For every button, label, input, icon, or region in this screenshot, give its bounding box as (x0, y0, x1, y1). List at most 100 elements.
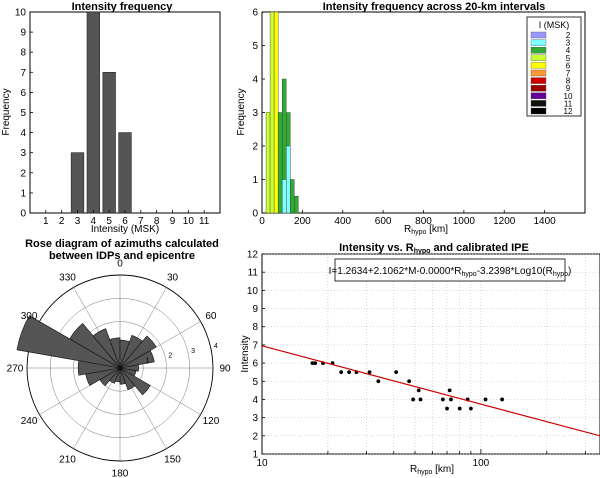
calibrated-ipe-line (261, 345, 600, 437)
p1-xtick-label: 10 (183, 216, 195, 227)
p4-ytick-label: 9 (252, 304, 258, 315)
p2-legend-label: 12 (564, 107, 573, 116)
p2-bar (265, 112, 271, 214)
p4-ytick-label: 8 (252, 322, 258, 333)
p2-xtick-label: 1200 (493, 216, 516, 227)
p1-xtick-label: 2 (59, 216, 65, 227)
p4-data-point (447, 388, 452, 393)
p2-xtick-label: 1000 (453, 216, 476, 227)
rose-sector (92, 328, 121, 369)
rose-sector (119, 335, 157, 369)
p1-title: Intensity frequency (72, 1, 174, 13)
p1-ytick-label: 0 (20, 209, 26, 220)
p2-bar (277, 112, 283, 214)
p1-ytick-label: 3 (20, 148, 26, 159)
p4-data-point (500, 397, 505, 402)
rose-angle-label: 300 (21, 311, 38, 322)
p1-xtick-label: 8 (154, 216, 160, 227)
p2-legend-swatch (530, 107, 547, 115)
p3-title-line2: between IDPs and epicentre (49, 250, 195, 262)
p2-bar (281, 179, 287, 214)
p1-ytick-label: 4 (20, 128, 26, 139)
rose-radial-label: 1 (146, 358, 150, 365)
rose-angle-label: 90 (219, 364, 231, 375)
p4-ytick-label: 4 (252, 395, 258, 406)
p2-legend-label: 9 (566, 84, 571, 93)
p1-xtick-label: 11 (199, 216, 210, 227)
p4-ytick-label: 5 (252, 377, 258, 388)
p2-xtick-label: 1400 (534, 216, 557, 227)
intensity-vs-distance-scatter: Intensity vs. Rhypo and calibrated IPE 1… (240, 242, 600, 476)
p2-legend-label: 5 (566, 54, 571, 63)
p2-legend-swatch (530, 69, 547, 77)
p2-legend-swatch (530, 47, 547, 54)
p4-data-point (483, 397, 488, 402)
p3-title-line1: Rose diagram of azimuths calculated (25, 238, 219, 250)
p2-legend-label: 4 (566, 46, 571, 55)
p2-ytick-label: 0 (252, 209, 258, 220)
p1-bar (86, 11, 100, 214)
equation-text: I=1.2634+2.1062*M-0.0000*Rhypo-3.2398*Lo… (329, 266, 572, 278)
p4-ytick-label: 11 (248, 268, 259, 279)
p2-ytick-label: 1 (252, 175, 258, 186)
p1-bar (118, 132, 132, 214)
rose-angle-label: 210 (59, 454, 76, 465)
rose-sector (119, 350, 155, 369)
rose-angle-label: 30 (167, 273, 179, 284)
p2-legend-label: 7 (566, 69, 571, 78)
p2-xlabel: Rhypo [km] (404, 224, 448, 236)
p2-xtick-label: 400 (334, 216, 351, 227)
p4-ytick-label: 3 (252, 413, 258, 424)
p2-legend-swatch (530, 62, 547, 69)
p1-ytick-label: 7 (20, 68, 26, 79)
p4-data-point (440, 397, 445, 402)
p2-legend-label: 3 (566, 39, 571, 48)
rose-angle-label: 120 (203, 416, 220, 427)
p1-bar (102, 72, 116, 214)
rose-sector (119, 367, 126, 385)
p4-data-point (445, 406, 449, 411)
p2-legend-swatch (530, 100, 547, 107)
p1-ytick-label: 9 (20, 28, 26, 39)
p4-ytick-label: 12 (247, 250, 259, 261)
rose-sector (69, 323, 121, 369)
p4-axes-box (261, 253, 600, 455)
p4-ytick-label: 10 (247, 286, 259, 297)
p1-ytick-label: 1 (20, 188, 26, 199)
p4-ylabel: Intensity (240, 335, 251, 372)
rose-angle-label: 270 (7, 364, 24, 375)
p1-xtick-label: 6 (122, 216, 128, 227)
p2-bar (290, 179, 295, 214)
p2-bar (294, 196, 299, 214)
rose-angle-label: 240 (21, 416, 38, 427)
p4-data-point (411, 397, 415, 402)
p4-data-point (407, 379, 412, 384)
p1-xtick-label: 7 (138, 216, 144, 227)
p2-legend-label: 11 (564, 99, 573, 108)
p2-ytick-label: 4 (252, 75, 258, 86)
p2-legend-swatch (530, 54, 547, 61)
p2-legend-swatch (530, 31, 547, 39)
equation-box (334, 258, 566, 282)
p2-legend-label: 2 (566, 31, 571, 40)
p1-ytick-label: 6 (20, 88, 26, 99)
rose-angle-label: 330 (59, 273, 76, 284)
p1-bar (70, 152, 85, 214)
p2-legend-label: 6 (566, 61, 571, 70)
rose-angle-label: 150 (164, 454, 181, 465)
p4-data-point (394, 370, 399, 375)
p1-ylabel: Frequency (1, 88, 12, 135)
p4-xtick-label: 100 (473, 458, 490, 469)
p1-ytick-label: 8 (20, 48, 26, 59)
p2-xtick-label: 0 (259, 216, 265, 227)
p1-xtick-label: 1 (43, 216, 49, 227)
p2-xtick-label: 200 (294, 216, 311, 227)
p2-legend-title: I (MSK) (539, 20, 570, 30)
p4-data-point (416, 388, 421, 393)
p2-ytick-label: 3 (252, 108, 258, 119)
p1-xtick-label: 9 (170, 216, 176, 227)
p1-ytick-label: 2 (20, 168, 26, 179)
p1-xtick-label: 3 (75, 216, 81, 227)
